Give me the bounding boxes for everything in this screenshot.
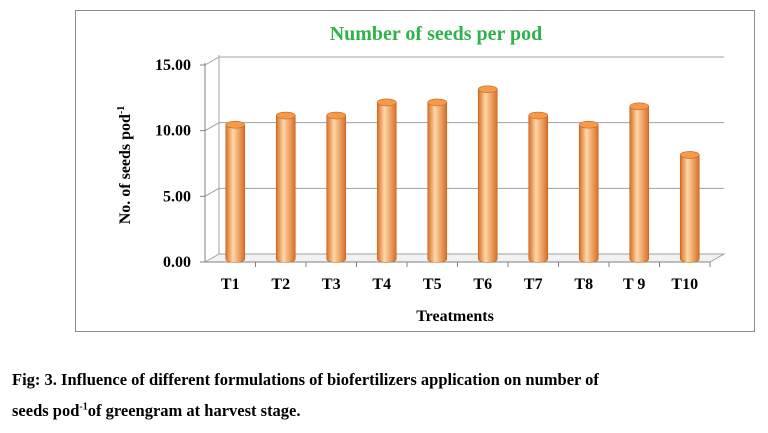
bar-body [528, 115, 549, 263]
bar-top [679, 151, 700, 159]
bar-top [477, 85, 498, 94]
bar [275, 111, 296, 263]
caption-line-1: Fig: 3. Influence of different formulati… [12, 370, 599, 389]
x-tick-label: T 9 [623, 276, 645, 293]
bar-top [275, 111, 296, 120]
gridline-depth [204, 122, 220, 132]
bar [477, 85, 498, 263]
caption-superscript: -1 [79, 401, 88, 413]
x-tick-label: T5 [423, 276, 442, 293]
bar-body [629, 106, 650, 263]
bar-body [225, 124, 246, 263]
gridline-depth [204, 56, 220, 66]
bar-top [326, 111, 347, 120]
bar-body [376, 102, 397, 263]
bar [528, 111, 549, 263]
bar [578, 120, 599, 263]
figure-caption: Fig: 3. Influence of different formulati… [12, 364, 756, 426]
bar-top [376, 98, 397, 107]
y-tick-label: 10.00 [155, 123, 191, 140]
bar-top [225, 120, 246, 129]
bar [427, 98, 448, 263]
x-tick-label: T1 [221, 276, 240, 293]
bar-body [477, 88, 498, 263]
bar-top [427, 98, 448, 107]
bar-top [629, 102, 650, 111]
bar [679, 151, 700, 263]
bar-body [679, 154, 700, 263]
bar [376, 98, 397, 263]
x-tick-label: T8 [574, 276, 593, 293]
x-tick-label: T6 [473, 276, 492, 293]
x-tick-label: T3 [322, 276, 341, 293]
bar-top [578, 120, 599, 129]
x-axis-label: Treatments [416, 308, 494, 325]
bar [326, 111, 347, 263]
bar-body [427, 102, 448, 263]
x-tick-label: T2 [271, 276, 290, 293]
caption-line-2-suffix: of greengram at harvest stage. [87, 401, 301, 420]
bar [225, 120, 246, 263]
x-tick-label: T10 [671, 276, 698, 293]
bars [225, 85, 700, 263]
caption-line-2: seeds pod-1of greengram at harvest stage… [12, 395, 756, 426]
y-tick-label: 0.00 [163, 254, 191, 271]
y-axis-label-superscript: -1 [116, 106, 127, 114]
x-tick-label: T7 [524, 276, 543, 293]
tick-labels: 0.00 5.00 10.00 15.00 T1 T2 T3 T4 T5 T6 T7 T8 T 9 T10 [155, 57, 698, 293]
bar-body [275, 115, 296, 263]
bar-body [578, 124, 599, 263]
chart-title: Number of seeds per pod [330, 23, 543, 45]
x-tick-label: T4 [372, 276, 391, 293]
bar [629, 102, 650, 263]
caption-line-2-prefix: seeds pod [12, 401, 80, 420]
bar-top [528, 111, 549, 120]
y-axis-label-text: No. of seeds pod [117, 114, 134, 224]
y-axis-label: No. of seeds pod-1 [116, 106, 134, 225]
y-tick-label: 15.00 [155, 57, 191, 74]
gridline-depth [204, 187, 220, 197]
bar-body [326, 115, 347, 263]
y-tick-label: 5.00 [163, 188, 191, 205]
